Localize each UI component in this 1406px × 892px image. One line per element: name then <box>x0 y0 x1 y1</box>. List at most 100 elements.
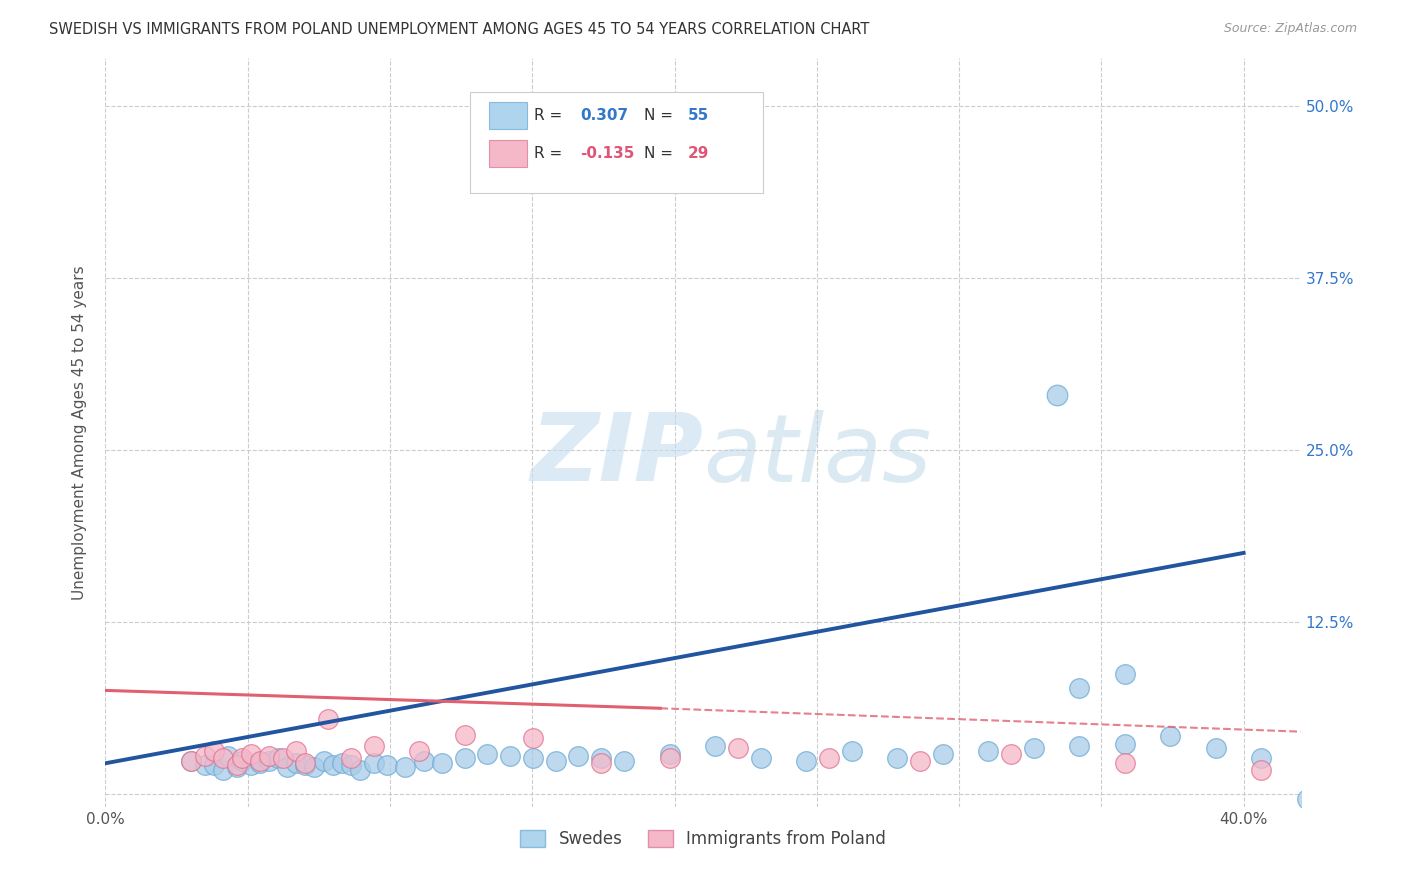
Point <box>222 676 245 690</box>
Point <box>174 683 197 698</box>
Point <box>136 706 159 721</box>
Point <box>364 693 387 707</box>
Point <box>948 622 970 636</box>
Point <box>150 697 173 711</box>
Point <box>522 683 544 698</box>
Point <box>450 679 472 693</box>
Point <box>564 697 586 711</box>
Point <box>202 701 225 715</box>
Point <box>350 690 373 705</box>
Point <box>778 693 800 707</box>
Point <box>157 690 180 705</box>
Legend: Swedes, Immigrants from Poland: Swedes, Immigrants from Poland <box>513 823 893 855</box>
Point <box>834 690 856 705</box>
Point <box>492 697 515 711</box>
Text: -0.135: -0.135 <box>579 145 634 161</box>
Text: ZIP: ZIP <box>530 409 703 501</box>
Point <box>197 704 219 718</box>
Point <box>145 688 167 702</box>
Point <box>692 673 714 688</box>
Text: 29: 29 <box>688 145 709 161</box>
Point <box>322 693 344 707</box>
Point <box>891 628 914 642</box>
Text: 0.307: 0.307 <box>579 108 628 123</box>
Point <box>606 683 628 698</box>
Point <box>191 697 214 711</box>
Text: N =: N = <box>644 108 678 123</box>
Point <box>976 721 998 735</box>
Point <box>1175 693 1198 707</box>
Point <box>664 594 686 608</box>
Point <box>117 690 139 705</box>
Point <box>108 697 131 711</box>
Point <box>280 660 302 674</box>
Point <box>692 574 714 588</box>
Point <box>308 690 330 705</box>
Text: atlas: atlas <box>703 409 931 500</box>
Point <box>163 693 186 707</box>
Point <box>650 175 672 189</box>
Point <box>408 688 430 702</box>
Point <box>806 752 828 766</box>
Point <box>920 706 942 721</box>
Point <box>139 697 162 711</box>
Point <box>322 665 344 680</box>
Point <box>222 701 245 715</box>
Point <box>122 683 145 698</box>
Point <box>150 701 173 715</box>
Text: 55: 55 <box>688 108 709 123</box>
Text: N =: N = <box>644 145 678 161</box>
Point <box>208 693 231 707</box>
Point <box>174 701 197 715</box>
Point <box>131 690 153 705</box>
Point <box>436 676 458 690</box>
Point <box>180 704 202 718</box>
Point <box>117 704 139 718</box>
Point <box>231 704 253 718</box>
Y-axis label: Unemployment Among Ages 45 to 54 years: Unemployment Among Ages 45 to 54 years <box>72 265 87 600</box>
Point <box>264 701 287 715</box>
Point <box>862 721 884 735</box>
Point <box>720 663 742 677</box>
Point <box>464 693 486 707</box>
Point <box>194 638 217 652</box>
Point <box>550 693 572 707</box>
FancyBboxPatch shape <box>489 140 527 167</box>
Point <box>294 688 316 702</box>
Point <box>364 701 387 715</box>
Point <box>664 676 686 690</box>
Point <box>122 704 145 718</box>
Point <box>214 711 236 725</box>
Point <box>208 704 231 718</box>
Point <box>242 706 264 721</box>
Point <box>408 693 430 707</box>
Point <box>778 711 800 725</box>
Text: SWEDISH VS IMMIGRANTS FROM POLAND UNEMPLOYMENT AMONG AGES 45 TO 54 YEARS CORRELA: SWEDISH VS IMMIGRANTS FROM POLAND UNEMPL… <box>49 22 869 37</box>
Point <box>636 679 658 693</box>
FancyBboxPatch shape <box>489 103 527 129</box>
Point <box>136 704 159 718</box>
Point <box>336 697 359 711</box>
Point <box>139 693 162 707</box>
Point <box>180 701 202 715</box>
Point <box>253 697 276 711</box>
Point <box>145 704 167 718</box>
Point <box>1005 670 1028 684</box>
Text: R =: R = <box>534 108 568 123</box>
Point <box>186 706 208 721</box>
Point <box>157 697 180 711</box>
Point <box>108 697 131 711</box>
Text: R =: R = <box>534 145 568 161</box>
Point <box>250 683 273 698</box>
Point <box>128 711 150 725</box>
Point <box>166 693 188 707</box>
Point <box>692 701 714 715</box>
Point <box>169 706 191 721</box>
Point <box>128 693 150 707</box>
Point <box>378 697 401 711</box>
FancyBboxPatch shape <box>470 92 762 193</box>
Text: Source: ZipAtlas.com: Source: ZipAtlas.com <box>1223 22 1357 36</box>
Point <box>506 693 529 707</box>
Point <box>620 688 643 702</box>
Point <box>748 679 770 693</box>
